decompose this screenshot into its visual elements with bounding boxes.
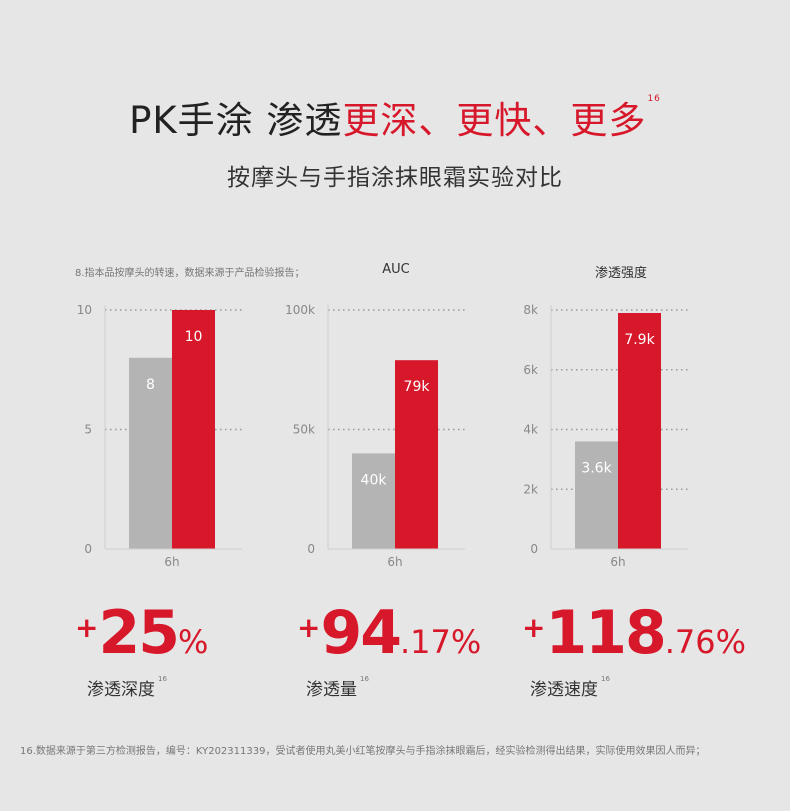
chart-3-title: 渗透强度 [594,266,647,281]
chart-1-category-label: 6h [164,555,179,569]
stat-depth-unit: % [177,623,209,661]
stat-amount-value: +94.17% [297,598,481,668]
chart-2-ytick-label: 0 [307,542,315,556]
stat-amount-label-text: 渗透量 [306,680,357,700]
chart-2-title: AUC [382,262,410,277]
chart-1-bar-1 [129,357,172,549]
title-part-1: PK手涂 渗透 [129,99,343,142]
chart-2-bar-2 [395,360,438,549]
chart-2-bar-1 [352,453,395,549]
page-subtitle: 按摩头与手指涂抹眼霜实验对比 [227,165,563,191]
stat-speed-big: 118 [545,598,666,668]
stat-speed-label-text: 渗透速度 [530,680,598,700]
chart-2-category-label: 6h [387,555,402,569]
speed-note: 8.指本品按摩头的转速，数据来源于产品检验报告； [75,268,305,279]
chart-3-ytick-label: 6k [523,363,538,377]
stat-depth-big: 25 [98,598,179,668]
stat-amount-label: 渗透量16 [306,675,369,700]
stat-speed-label: 渗透速度16 [530,675,610,700]
chart-3-bar-2 [618,312,661,549]
title-footnote-ref: 16 [647,94,661,104]
chart-1-bar-1-value-label: 8 [146,377,155,393]
chart-1-ytick-label: 0 [84,542,92,556]
chart-1-bar-2-value-label: 10 [185,329,203,345]
chart-2-bar-1-value-label: 40k [361,472,388,488]
stat-amount-plus: + [297,611,321,644]
stat-depth-label-text: 渗透深度 [87,680,155,700]
chart-1-ytick-label: 10 [77,303,92,317]
chart-3-bar-2-value-label: 7.9k [624,332,655,348]
stat-depth-value: +25% [75,598,208,668]
footnote: 16.数据来源于第三方检测报告，编号：KY202311339，受试者使用丸美小红… [20,746,706,757]
stat-speed-footnote-ref: 16 [601,675,610,683]
chart-3-bar-1-value-label: 3.6k [581,460,612,476]
chart-2-ytick-label: 100k [285,303,315,317]
page-title: PK手涂 渗透更深、更快、更多16 [0,90,790,144]
chart-1-bar-2 [172,310,215,549]
title-part-2: 更深、更快、更多 [342,99,647,142]
chart-3-ytick-label: 2k [523,482,538,496]
stat-amount-big: 94 [320,598,401,668]
chart-3-ytick-label: 8k [523,303,538,317]
stat-depth-plus: + [75,611,99,644]
stat-depth-footnote-ref: 16 [158,675,167,683]
stat-amount-unit: .17% [399,623,482,661]
chart-3-category-label: 6h [610,555,625,569]
stat-speed-plus: + [522,611,546,644]
chart-3-bar-1 [575,441,618,549]
stat-speed-unit: .76% [664,623,747,661]
chart-2-ytick-label: 50k [293,423,315,437]
chart-1-ytick-label: 5 [84,423,92,437]
stat-amount-footnote-ref: 16 [360,675,369,683]
chart-3-ytick-label: 4k [523,423,538,437]
stat-speed-value: +118.76% [522,598,746,668]
stat-depth-label: 渗透深度16 [87,675,167,700]
chart-3-ytick-label: 0 [530,542,538,556]
chart-2-bar-2-value-label: 79k [404,379,431,395]
